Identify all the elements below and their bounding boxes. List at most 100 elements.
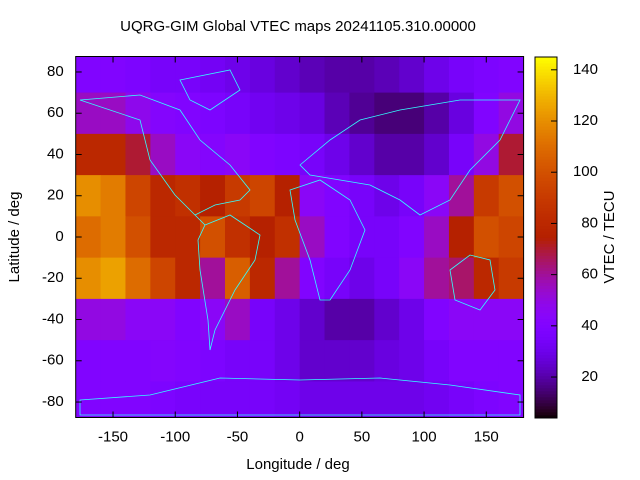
heat-cell	[299, 340, 326, 382]
heat-cell	[125, 257, 151, 300]
heat-cell	[498, 381, 524, 418]
colorbar-segment	[535, 363, 557, 368]
heat-cell	[399, 381, 425, 418]
heat-cell	[324, 257, 350, 300]
heat-cell	[125, 92, 151, 135]
colorbar-segment	[535, 231, 557, 235]
heat-cell	[150, 340, 176, 382]
colorbar-segment	[535, 258, 557, 262]
heat-cell	[249, 381, 276, 418]
colorbar-tick-label: 20	[581, 368, 598, 385]
colorbar-segment	[535, 390, 557, 395]
colorbar-segment	[535, 255, 557, 259]
heat-cell	[249, 340, 276, 382]
heat-cell	[200, 257, 226, 300]
y-tick-label: 40	[47, 145, 64, 162]
heat-cell	[349, 175, 375, 217]
heat-cell	[200, 92, 226, 135]
heat-cell	[349, 381, 375, 418]
heat-cell	[200, 133, 226, 176]
heat-cell	[349, 340, 375, 382]
colorbar-segment	[535, 219, 557, 223]
coastline	[79, 94, 251, 226]
heat-cell	[100, 216, 126, 259]
colorbar-segment	[535, 222, 557, 226]
colorbar-segment	[535, 105, 557, 109]
heat-cell	[200, 298, 226, 341]
colorbar-segment	[535, 201, 557, 205]
colorbar-segment	[535, 357, 557, 362]
colorbar-segment	[535, 87, 557, 91]
heat-cell	[424, 257, 450, 300]
heat-cell	[225, 133, 251, 176]
colorbar-tick-label: 60	[581, 266, 598, 283]
colorbar-segment	[535, 192, 557, 196]
heat-cell	[150, 133, 176, 176]
colorbar-segment	[535, 60, 557, 64]
y-tick-label: 0	[55, 228, 63, 245]
heat-cell	[299, 216, 326, 259]
colorbar-segment	[535, 57, 557, 61]
heat-cell	[399, 175, 425, 217]
colorbar-segment	[535, 177, 557, 181]
colorbar-segment	[535, 84, 557, 88]
colorbar-segment	[535, 165, 557, 169]
heat-cell	[274, 340, 301, 382]
heat-cell	[225, 340, 251, 382]
colorbar-segment	[535, 294, 557, 299]
colorbar-segment	[535, 174, 557, 178]
colorbar-segment	[535, 99, 557, 103]
colorbar-segment	[535, 333, 557, 338]
heat-cell	[249, 257, 276, 300]
heat-cell	[125, 381, 151, 418]
colorbar-segment	[535, 132, 557, 136]
heat-cell	[100, 257, 126, 300]
colorbar-label: VTEC / TECU	[601, 190, 618, 283]
heat-cell	[175, 381, 201, 418]
heat-cell	[200, 340, 226, 382]
colorbar-segment	[535, 102, 557, 106]
heat-cell	[473, 340, 500, 382]
heat-cell	[374, 56, 400, 94]
x-tick-label: -150	[98, 428, 128, 445]
x-tick-label: -100	[160, 428, 190, 445]
y-tick-label: -20	[42, 269, 64, 286]
heat-cell	[448, 340, 475, 382]
heat-cell	[125, 56, 151, 94]
heat-cell	[100, 381, 126, 418]
heat-cell	[473, 133, 500, 176]
heat-cell	[299, 92, 326, 135]
heat-cell	[299, 257, 326, 300]
heat-cell	[374, 175, 400, 217]
x-tick-label: 100	[412, 428, 437, 445]
heat-cell	[125, 175, 151, 217]
x-tick-label: -50	[227, 428, 249, 445]
y-axis-label: Latitude / deg	[6, 192, 23, 283]
heat-cell	[175, 92, 201, 135]
heat-cell	[175, 216, 201, 259]
heat-cell	[473, 216, 500, 259]
heat-cell	[349, 298, 375, 341]
heat-cell	[274, 298, 301, 341]
heat-cell	[448, 381, 475, 418]
heat-cell	[473, 298, 500, 341]
colorbar-segment	[535, 396, 557, 401]
heat-cell	[249, 216, 276, 259]
colorbar-segment	[535, 324, 557, 329]
heat-cell	[225, 175, 251, 217]
heat-cell	[150, 298, 176, 341]
colorbar-segment	[535, 243, 557, 247]
heat-cell	[225, 92, 251, 135]
heat-cell	[150, 257, 176, 300]
heat-cell	[324, 56, 350, 94]
colorbar-segment	[535, 180, 557, 184]
colorbar-segment	[535, 237, 557, 241]
heat-cell	[473, 175, 500, 217]
heat-cell	[324, 340, 350, 382]
heat-cell	[399, 216, 425, 259]
colorbar-segment	[535, 369, 557, 374]
colorbar-segment	[535, 183, 557, 187]
colorbar-segment	[535, 264, 557, 268]
colorbar-segment	[535, 111, 557, 115]
colorbar-segment	[535, 282, 557, 287]
